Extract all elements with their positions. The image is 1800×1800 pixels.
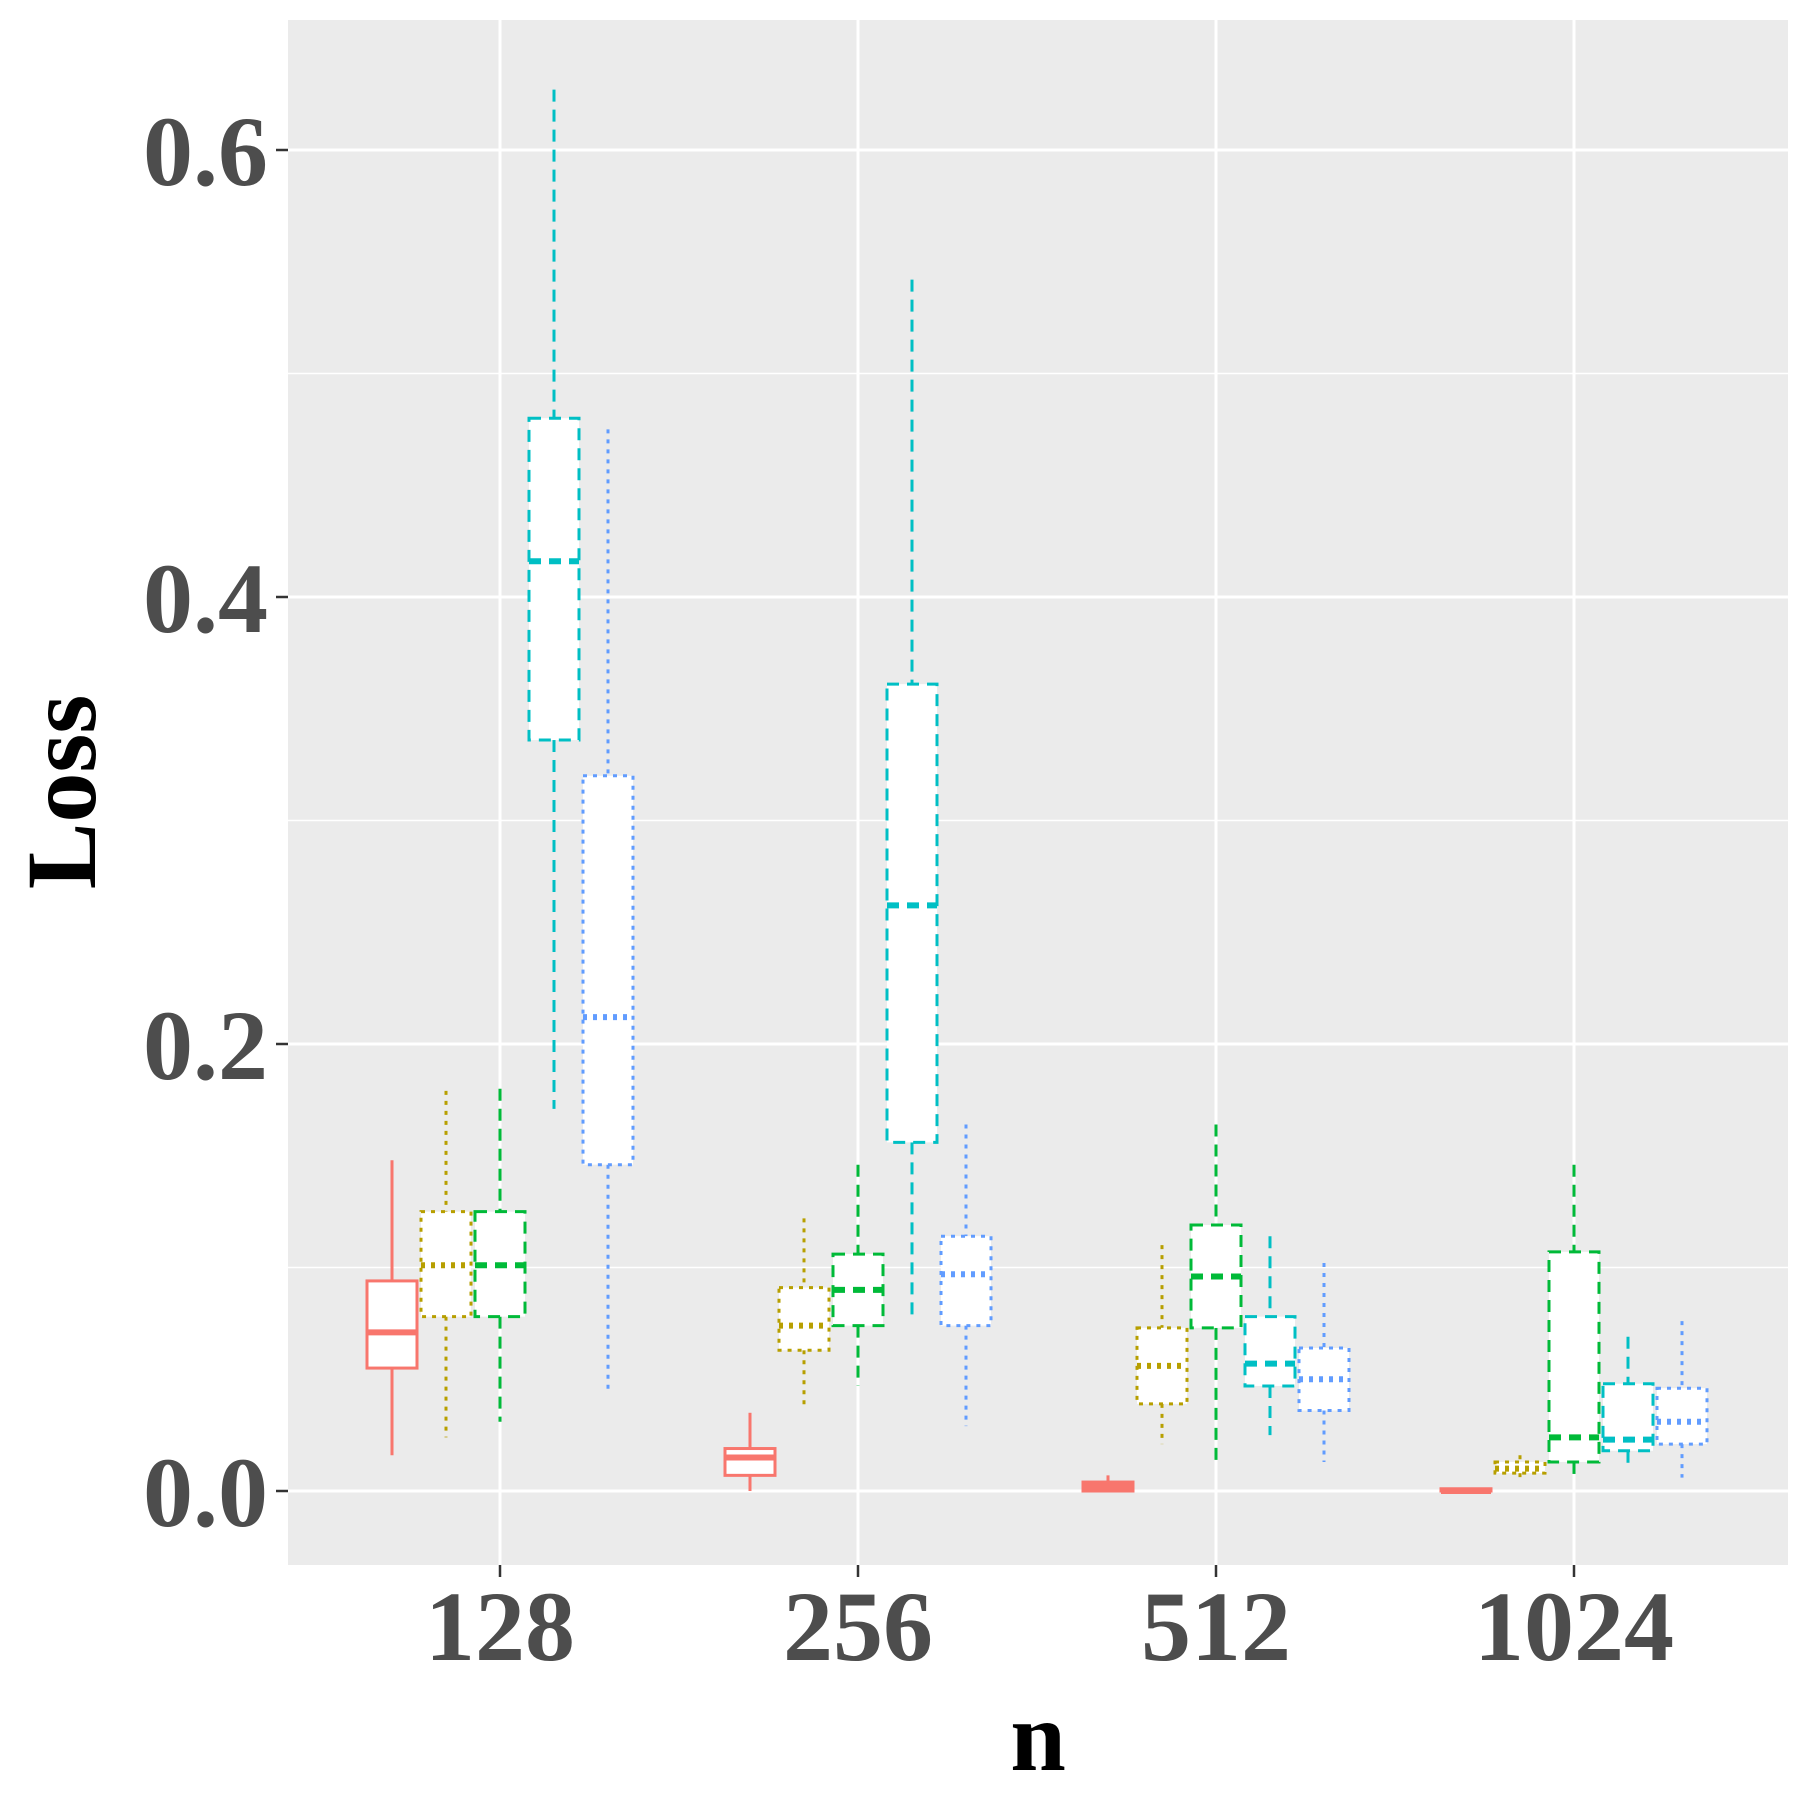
- box-method-1-n1024: [1439, 1487, 1493, 1494]
- iqr-box: [1655, 1386, 1709, 1446]
- x-tick-label: 128: [425, 1571, 575, 1682]
- y-axis-title: Loss: [6, 695, 117, 890]
- box-method-3-n128: [473, 1088, 527, 1422]
- box-method-2-n128: [419, 1090, 473, 1438]
- box-method-1-n128: [365, 1160, 419, 1456]
- x-tick-label: 256: [783, 1571, 933, 1682]
- box-method-5-n256: [939, 1124, 993, 1427]
- iqr-box: [939, 1234, 993, 1328]
- box-method-4-n256: [885, 279, 939, 1319]
- box-method-2-n1024: [1493, 1455, 1547, 1478]
- series-method-1: [365, 1160, 1493, 1494]
- box-method-3-n512: [1189, 1124, 1243, 1462]
- box-method-1-n256: [723, 1412, 777, 1491]
- box-method-4-n512: [1243, 1236, 1297, 1436]
- iqr-box: [581, 774, 635, 1167]
- x-axis-title: n: [1010, 1681, 1066, 1792]
- box-method-5-n512: [1297, 1263, 1351, 1462]
- iqr-box: [1547, 1250, 1601, 1464]
- iqr-box: [365, 1279, 419, 1370]
- series-method-3: [473, 1088, 1601, 1476]
- box-method-1-n512: [1081, 1475, 1135, 1493]
- series-method-5: [581, 429, 1709, 1478]
- iqr-box: [885, 682, 939, 1144]
- panel-background: [288, 20, 1788, 1565]
- iqr-box: [1493, 1460, 1547, 1475]
- box-method-2-n256: [777, 1218, 831, 1407]
- series-method-2: [419, 1090, 1547, 1478]
- series-method-4: [527, 89, 1655, 1467]
- iqr-box: [527, 416, 581, 742]
- box-method-3-n1024: [1547, 1164, 1601, 1476]
- iqr-box: [1243, 1315, 1297, 1388]
- y-tick-label: 0.4: [143, 543, 268, 654]
- box-method-4-n1024: [1601, 1336, 1655, 1467]
- box-method-3-n256: [831, 1164, 885, 1386]
- y-tick-label: 0.2: [143, 990, 268, 1101]
- iqr-box: [723, 1447, 777, 1477]
- x-tick-label: 1024: [1474, 1571, 1674, 1682]
- box-method-4-n128: [527, 89, 581, 1109]
- y-tick-label: 0.0: [143, 1437, 268, 1548]
- iqr-box: [777, 1286, 831, 1352]
- y-tick-label: 0.6: [143, 96, 268, 207]
- box-method-5-n128: [581, 429, 635, 1393]
- box-method-5-n1024: [1655, 1321, 1709, 1478]
- box-series: [365, 89, 1709, 1494]
- x-tick-label: 512: [1141, 1571, 1291, 1682]
- axes: 0.0 0.2 0.4 0.6 128 256 512 1024: [143, 96, 1674, 1682]
- box-method-2-n512: [1135, 1245, 1189, 1445]
